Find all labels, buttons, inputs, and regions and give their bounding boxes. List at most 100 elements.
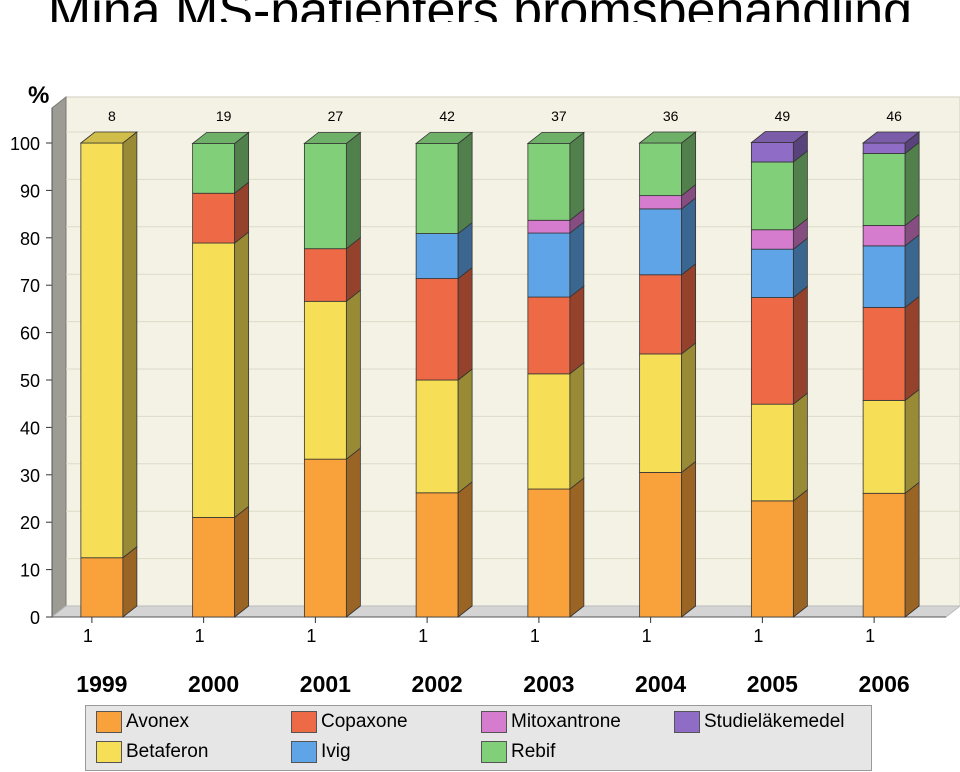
bar-segment-betaferon: [415, 379, 459, 494]
legend-swatch: [96, 711, 122, 733]
legend-item-rebif: Rebif: [481, 740, 555, 764]
bar-segment-copaxone: [415, 278, 459, 381]
y-tick-label: 80: [20, 229, 40, 249]
bar-side-avonex: [234, 505, 250, 618]
bar-side-betaferon: [345, 289, 361, 460]
bar-segment-ivig: [862, 245, 906, 308]
legend-swatch: [481, 741, 507, 763]
bar-stack-2004: 36 1 2004: [635, 108, 697, 697]
chart-legend: Avonex Copaxone Mitoxantrone Studieläkemede…: [85, 705, 872, 771]
chart-title: Mina MS-patienters bromsbehandling: [0, 0, 960, 22]
bar-side-betaferon: [234, 231, 250, 519]
y-tick-label: 20: [20, 513, 40, 533]
bar-side-ivig: [569, 221, 585, 298]
category-label-2002: 2002: [412, 671, 463, 697]
bar-segment-avonex: [527, 488, 571, 618]
y-tick-label: 100: [10, 134, 40, 154]
bar-segment-avonex: [303, 458, 347, 618]
bar-segment-rebif: [527, 143, 571, 221]
bar-segment-copaxone: [303, 248, 347, 302]
bar-segment-ivig: [527, 232, 571, 298]
bar-segment-betaferon: [639, 353, 683, 473]
bar-top: [191, 132, 250, 144]
bar-segment-ivig: [415, 233, 459, 279]
bar-side-rebif: [457, 131, 473, 235]
legend-label: Mitoxantrone: [511, 711, 621, 732]
count-label: 36: [663, 108, 679, 124]
bar-side-rebif: [345, 131, 361, 250]
bar-side-copaxone: [569, 285, 585, 375]
category-label-2004: 2004: [635, 671, 686, 697]
legend-item-copaxone: Copaxone: [291, 710, 408, 734]
bar-segment-betaferon: [303, 300, 347, 460]
bar-top: [638, 131, 697, 144]
count-label: 27: [328, 108, 344, 124]
floor: [50, 605, 960, 618]
y-tick-label: 50: [20, 371, 40, 391]
bar-segment-copaxone: [862, 307, 906, 401]
bar-segment-copaxone: [639, 274, 683, 355]
x-tick-label: 1: [753, 626, 763, 646]
y-tick-label: 90: [20, 181, 40, 201]
count-label: 8: [108, 108, 116, 124]
category-label-2000: 2000: [188, 671, 239, 697]
x-tick-label: 1: [642, 626, 652, 646]
x-tick-label: 1: [306, 626, 316, 646]
bar-side-betaferon: [904, 388, 920, 495]
bar-side-copaxone: [792, 285, 808, 405]
bar-segment-studieläkemedel: [862, 142, 906, 154]
bar-segment-copaxone: [192, 192, 236, 244]
bar-side-copaxone: [681, 262, 697, 355]
bar-side-rebif: [904, 141, 920, 227]
bar-segment-rebif: [750, 161, 794, 231]
legend-label: Ivig: [321, 741, 351, 762]
bar-stack-2002: 42 1 2002: [412, 108, 474, 697]
bar-segment-betaferon: [862, 399, 906, 494]
bar-side-ivig: [681, 197, 697, 276]
bar-segment-rebif: [862, 153, 906, 226]
bar-segment-mitoxantrone: [639, 195, 683, 210]
category-label-1999: 1999: [76, 671, 127, 697]
bar-segment-avonex: [862, 492, 906, 618]
bar-segment-studieläkemedel: [750, 142, 794, 163]
stacked-bar-chart: 0102030405060708090100%81199919120002712…: [10, 82, 960, 697]
legend-swatch: [291, 741, 317, 763]
x-tick-label: 1: [865, 626, 875, 646]
x-tick-label: 1: [83, 626, 93, 646]
bar-side-copaxone: [904, 295, 920, 402]
bar-top: [414, 132, 474, 144]
bar-side-avonex: [569, 477, 585, 618]
y-tick-label: 40: [20, 418, 40, 438]
bar-stack-2006: 46 1 2006: [859, 108, 921, 697]
bar-top: [861, 131, 921, 144]
bar-segment-betaferon: [80, 142, 124, 559]
bar-segment-avonex: [192, 517, 236, 618]
bar-side-ivig: [904, 234, 920, 309]
bar-side-avonex: [457, 480, 473, 618]
legend-label: Copaxone: [321, 711, 408, 732]
legend-item-ivig: Ivig: [291, 740, 351, 764]
y-tick-label: 10: [20, 561, 40, 581]
category-label-2006: 2006: [859, 671, 910, 697]
count-label: 49: [775, 108, 791, 124]
y-tick-label: 0: [30, 608, 40, 628]
legend-item-betaferon: Betaferon: [96, 740, 208, 764]
bar-side-betaferon: [457, 368, 473, 494]
legend-item-avonex: Avonex: [96, 710, 189, 734]
bar-side-betaferon: [681, 342, 697, 474]
legend-label: Avonex: [126, 711, 190, 732]
bar-segment-rebif: [192, 143, 236, 194]
legend-label: Betaferon: [126, 741, 209, 762]
left-wall: [51, 95, 67, 619]
bar-segment-ivig: [639, 208, 683, 276]
bar-stack-1999: 8 1 1999: [76, 108, 139, 697]
x-tick-label: 1: [195, 626, 205, 646]
legend-item-mitoxantrone: Mitoxantrone: [481, 710, 621, 734]
bar-top: [526, 132, 586, 144]
bar-segment-avonex: [750, 500, 794, 618]
bar-segment-rebif: [303, 143, 347, 250]
bar-side-rebif: [569, 131, 585, 222]
x-tick-label: 1: [530, 626, 540, 646]
count-label: 46: [886, 108, 902, 124]
bar-top: [303, 132, 362, 144]
